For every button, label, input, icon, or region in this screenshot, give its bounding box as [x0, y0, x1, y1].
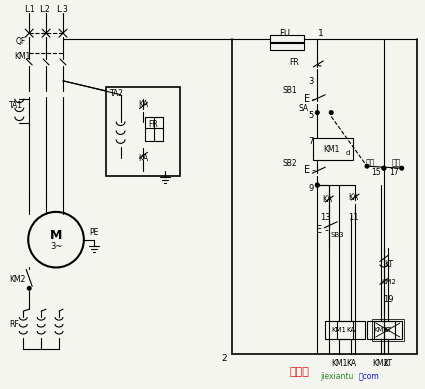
- Text: 3~: 3~: [50, 242, 62, 251]
- Text: -: -: [312, 94, 315, 104]
- Text: KM2: KM2: [9, 275, 26, 284]
- Text: RF: RF: [9, 320, 19, 329]
- Text: KA: KA: [139, 100, 148, 109]
- Text: PE: PE: [89, 228, 99, 237]
- Text: d: d: [346, 150, 350, 156]
- Text: KM2: KM2: [374, 327, 388, 333]
- Bar: [374, 321, 402, 339]
- Text: 手动: 手动: [366, 159, 374, 168]
- Bar: [269, 42, 304, 50]
- Bar: [269, 35, 304, 43]
- Text: SB2: SB2: [283, 159, 297, 168]
- Circle shape: [28, 287, 31, 290]
- Text: 15: 15: [371, 168, 381, 177]
- Text: KA: KA: [139, 154, 148, 163]
- Text: M: M: [50, 229, 62, 242]
- Text: KA: KA: [346, 327, 356, 333]
- Text: KA: KA: [346, 359, 356, 368]
- Text: 5: 5: [309, 111, 314, 120]
- Text: 13: 13: [320, 213, 331, 223]
- Text: KM2: KM2: [373, 359, 389, 368]
- Text: 1: 1: [29, 5, 34, 14]
- Circle shape: [315, 183, 319, 187]
- Text: FU: FU: [279, 29, 290, 38]
- Text: L: L: [24, 5, 29, 14]
- Text: FR: FR: [148, 120, 158, 129]
- Text: KA: KA: [322, 195, 332, 205]
- Text: KT: KT: [383, 359, 392, 368]
- Text: 3: 3: [309, 77, 314, 86]
- Text: 9: 9: [309, 184, 314, 193]
- Circle shape: [315, 183, 319, 187]
- Circle shape: [329, 111, 333, 114]
- Bar: [337, 321, 365, 339]
- Circle shape: [400, 166, 404, 170]
- Text: 2: 2: [221, 354, 227, 363]
- Text: -: -: [324, 225, 328, 235]
- Circle shape: [382, 166, 385, 170]
- Bar: [325, 321, 353, 339]
- Text: -: -: [312, 165, 315, 175]
- Text: KM1: KM1: [332, 327, 347, 333]
- Text: KT: KT: [384, 327, 392, 333]
- Text: SA: SA: [298, 104, 309, 113]
- Text: E: E: [304, 94, 310, 104]
- Text: 1: 1: [318, 29, 324, 38]
- Text: E: E: [304, 165, 310, 175]
- Text: KT: KT: [384, 260, 394, 269]
- Circle shape: [382, 166, 385, 170]
- Bar: [145, 117, 163, 141]
- Text: ．com: ．com: [359, 372, 380, 381]
- Circle shape: [315, 111, 319, 114]
- Text: KM1: KM1: [331, 359, 347, 368]
- Text: 19: 19: [384, 295, 394, 304]
- Text: QF: QF: [15, 37, 26, 46]
- Circle shape: [365, 165, 369, 168]
- Bar: [372, 319, 404, 341]
- Text: L: L: [57, 5, 62, 14]
- Text: L: L: [40, 5, 45, 14]
- Text: 17: 17: [389, 168, 399, 177]
- Text: 3: 3: [62, 5, 68, 14]
- Text: TA1: TA1: [9, 101, 23, 110]
- Text: 7: 7: [309, 137, 314, 146]
- Bar: [313, 138, 353, 160]
- Text: jiexiantu: jiexiantu: [320, 372, 354, 381]
- Text: SB3: SB3: [330, 232, 344, 238]
- Text: 2: 2: [45, 5, 49, 14]
- Text: 自动: 自动: [391, 159, 400, 168]
- Text: FR: FR: [290, 58, 300, 67]
- Text: 接线图: 接线图: [289, 367, 309, 377]
- Bar: [106, 87, 180, 176]
- Bar: [367, 321, 395, 339]
- Text: KM1: KM1: [323, 145, 340, 154]
- Text: KM1: KM1: [14, 53, 31, 61]
- Text: 11: 11: [348, 213, 358, 223]
- Text: E: E: [316, 225, 322, 235]
- Text: KA: KA: [348, 193, 358, 203]
- Text: KM2: KM2: [381, 279, 396, 286]
- Text: TA2: TA2: [110, 89, 124, 98]
- Text: SB1: SB1: [283, 86, 297, 95]
